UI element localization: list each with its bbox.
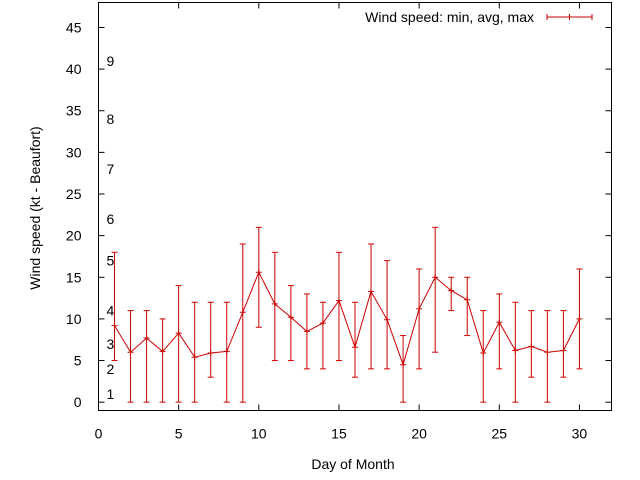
x-tick-label: 0 — [95, 426, 103, 442]
y-tick-label: 20 — [66, 228, 82, 244]
beaufort-label: 8 — [107, 111, 115, 127]
avg-point — [287, 314, 294, 321]
avg-point — [271, 300, 278, 307]
y-tick-label: 25 — [66, 186, 82, 202]
avg-point — [175, 330, 182, 337]
y-axis-label: Wind speed (kt - Beaufort) — [27, 126, 43, 289]
avg-point — [143, 335, 150, 342]
beaufort-label: 4 — [107, 303, 115, 319]
x-tick-label: 30 — [572, 426, 588, 442]
avg-point — [448, 287, 455, 294]
y-tick-label: 35 — [66, 103, 82, 119]
avg-point — [207, 350, 214, 357]
y-tick-label: 0 — [74, 394, 82, 410]
avg-point — [159, 348, 166, 355]
x-tick-label: 20 — [411, 426, 427, 442]
avg-point — [528, 343, 535, 350]
avg-point — [111, 322, 118, 329]
avg-point — [255, 269, 262, 276]
legend-key — [546, 14, 593, 20]
avg-point — [432, 274, 439, 281]
y-tick-label: 10 — [66, 311, 82, 327]
plot-frame — [98, 2, 612, 411]
x-axis-label: Day of Month — [311, 456, 394, 472]
series-layer — [111, 226, 583, 403]
avg-point — [480, 350, 487, 357]
avg-point — [239, 309, 246, 316]
avg-point — [400, 361, 407, 368]
avg-point — [368, 288, 375, 295]
avg-point — [416, 305, 423, 312]
avg-point — [560, 347, 567, 354]
y-tick-label: 30 — [66, 144, 82, 160]
avg-line — [114, 271, 580, 367]
y-tick-label: 45 — [66, 19, 82, 35]
avg-point — [464, 296, 471, 303]
y-tick-label: 5 — [74, 353, 82, 369]
beaufort-label: 5 — [107, 253, 115, 269]
beaufort-scale-labels: 1 2 3 4 5 6 7 8 9 — [107, 53, 115, 402]
avg-point — [512, 347, 519, 354]
avg-point — [496, 319, 503, 326]
x-tick-label: 15 — [331, 426, 347, 442]
y-tick-label: 15 — [66, 269, 82, 285]
beaufort-label: 1 — [107, 386, 115, 402]
avg-point — [544, 349, 551, 356]
beaufort-label: 3 — [107, 336, 115, 352]
x-tick-label: 25 — [491, 426, 507, 442]
avg-point — [127, 349, 134, 356]
beaufort-label: 7 — [107, 161, 115, 177]
y-tick-label: 40 — [66, 61, 82, 77]
legend: Wind speed: min, avg, max — [365, 9, 593, 25]
avg-point — [352, 344, 358, 351]
avg-point — [335, 297, 342, 304]
avg-point — [576, 315, 583, 322]
x-tick-label: 10 — [251, 426, 267, 442]
avg-point — [223, 348, 230, 355]
beaufort-label: 6 — [107, 211, 115, 227]
x-tick-label: 5 — [175, 426, 183, 442]
avg-point — [303, 328, 310, 335]
avg-point — [384, 316, 391, 323]
beaufort-label: 2 — [107, 361, 115, 377]
avg-point — [319, 320, 326, 327]
beaufort-label: 9 — [107, 53, 115, 69]
legend-label: Wind speed: min, avg, max — [365, 9, 534, 25]
avg-point — [191, 354, 198, 361]
